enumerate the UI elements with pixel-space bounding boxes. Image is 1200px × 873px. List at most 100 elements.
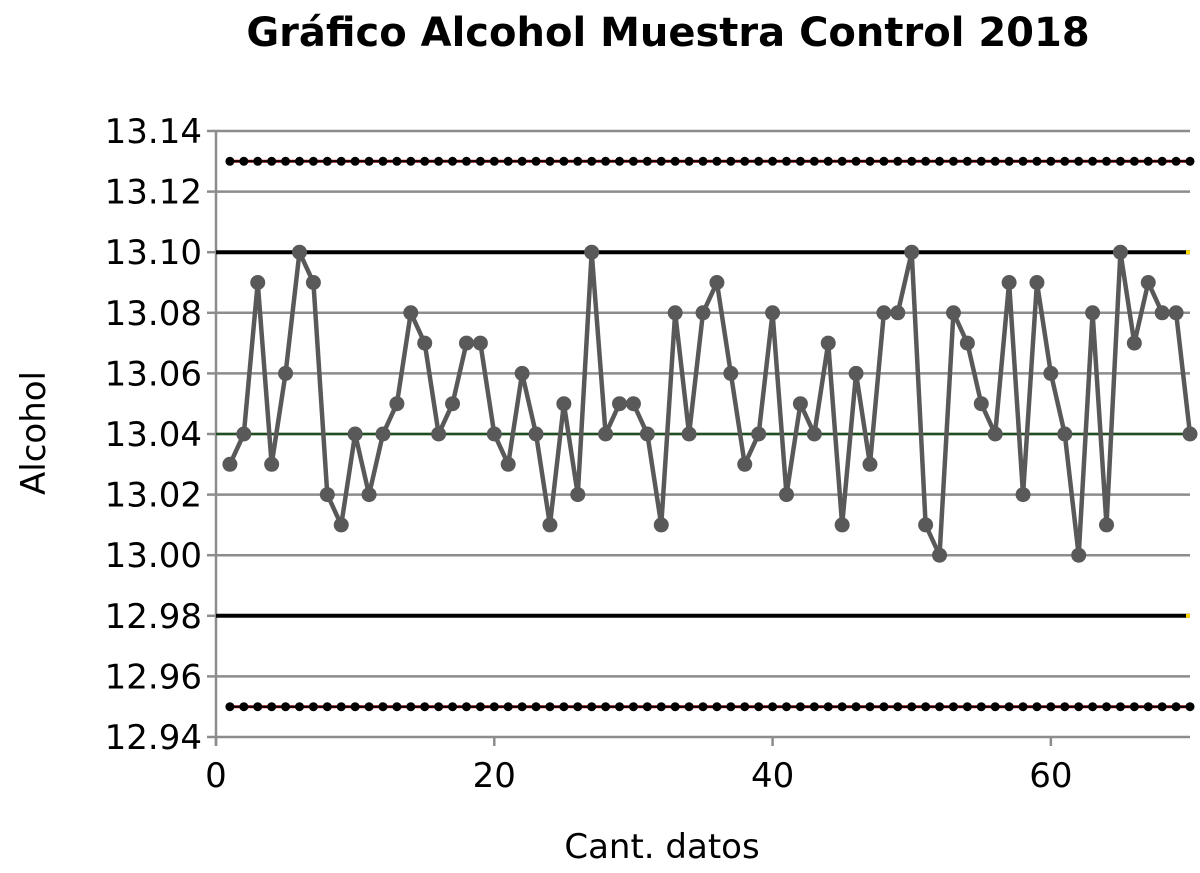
data-point (333, 517, 349, 533)
data-point (361, 487, 377, 503)
lower-limit-dotted-marker (1157, 702, 1167, 712)
upper-limit-dotted-marker (225, 156, 235, 166)
data-point (792, 396, 808, 412)
lower-limit-dotted-marker (656, 702, 666, 712)
upper-limit-dotted-marker (990, 156, 1000, 166)
data-point (612, 396, 628, 412)
data-point (431, 426, 447, 442)
data-point (458, 335, 474, 351)
lower-limit-dotted-marker (740, 702, 750, 712)
lower-limit-dotted-marker (781, 702, 791, 712)
data-point (264, 456, 280, 472)
y-tick-label: 13.00 (105, 536, 202, 576)
lower-limit-dotted-marker (406, 702, 416, 712)
data-point (445, 396, 461, 412)
data-point (500, 456, 516, 472)
tick-labels: 12.94 12.96 12.98 13.00 13.02 13.04 13.06 13.08… (105, 112, 1073, 796)
lower-limit-dotted-marker (281, 702, 291, 712)
data-point (417, 335, 433, 351)
upper-limit-dotted-marker (475, 156, 485, 166)
data-point (319, 487, 335, 503)
y-tick-label: 12.96 (105, 657, 202, 697)
y-tick-label: 13.10 (105, 233, 202, 273)
lower-limit-dotted-marker (378, 702, 388, 712)
lower-limit-dotted-marker (1004, 702, 1014, 712)
upper-limit-dotted-marker (907, 156, 917, 166)
lower-limit-dotted-marker (768, 702, 778, 712)
lower-limit-dotted-marker (726, 702, 736, 712)
lower-limit-dotted-marker (879, 702, 889, 712)
upper-limit-dotted-marker (935, 156, 945, 166)
lower-limit-dotted-marker (948, 702, 958, 712)
lower-limit-dotted-marker (420, 702, 430, 712)
lower-limit-dotted-marker (795, 702, 805, 712)
lower-limit-dotted-marker (531, 702, 541, 712)
data-point (959, 335, 975, 351)
data-point (973, 396, 989, 412)
data-point (1099, 517, 1115, 533)
upper-limit-dotted-marker (1171, 156, 1181, 166)
lower-limit-dotted-marker (670, 702, 680, 712)
data-point (1085, 305, 1101, 321)
data-point (222, 456, 238, 472)
data-point (639, 426, 655, 442)
data-point (403, 305, 419, 321)
lower-limit-dotted-marker (517, 702, 527, 712)
x-tick-label: 60 (1029, 756, 1072, 796)
y-tick-label: 12.94 (105, 718, 202, 758)
lower-limit-dotted-marker (1074, 702, 1084, 712)
gridlines (216, 129, 1190, 678)
upper-limit-dotted-marker (461, 156, 471, 166)
upper-limit-dotted-marker (1032, 156, 1042, 166)
upper-limit-dotted-marker (267, 156, 277, 166)
data-point (890, 305, 906, 321)
lower-limit-dotted-marker (823, 702, 833, 712)
data-point (1043, 365, 1059, 381)
lower-limit-dotted-marker (1088, 702, 1098, 712)
upper-limit-dotted-marker (1102, 156, 1112, 166)
upper-limit-dotted-marker (1185, 156, 1195, 166)
data-point (556, 396, 572, 412)
lower-limit-dotted-marker (475, 702, 485, 712)
data-point (932, 547, 948, 563)
upper-limit-dotted-marker (670, 156, 680, 166)
lower-limit-dotted-marker (851, 702, 861, 712)
lower-limit-dotted-marker (990, 702, 1000, 712)
y-tick-label: 13.12 (105, 173, 202, 213)
upper-limit-dotted-marker (712, 156, 722, 166)
lower-limit-dotted-marker (448, 702, 458, 712)
x-tick-label: 40 (751, 756, 794, 796)
x-axis-label: Cant. datos (564, 827, 759, 867)
lower-limit-dotted-marker (350, 702, 360, 712)
data-point (904, 244, 920, 260)
upper-limit-dotted-marker (1046, 156, 1056, 166)
upper-limit-dotted-marker (1004, 156, 1014, 166)
y-tick-label: 13.02 (105, 476, 202, 516)
data-point (584, 244, 600, 260)
upper-limit-dotted-marker (656, 156, 666, 166)
upper-limit-dotted-marker (406, 156, 416, 166)
data-point (598, 426, 614, 442)
lower-limit-dotted-marker (601, 702, 611, 712)
data-point (723, 365, 739, 381)
data-point (305, 275, 321, 290)
lower-limit-dotted-marker (503, 702, 513, 712)
lower-limit-dotted-marker (1171, 702, 1181, 712)
upper-limit-dotted-marker (865, 156, 875, 166)
upper-limit-dotted-marker (642, 156, 652, 166)
lower-limit-dotted-marker (1046, 702, 1056, 712)
upper-limit-dotted-marker (921, 156, 931, 166)
upper-limit-dotted-marker (684, 156, 694, 166)
data-point (291, 244, 307, 260)
data-point (570, 487, 586, 503)
data-point (681, 426, 697, 442)
data-point (1168, 305, 1184, 321)
data-point (848, 365, 864, 381)
upper-limit-dotted-marker (434, 156, 444, 166)
upper-limit-dotted-marker (1018, 156, 1028, 166)
data-point (472, 335, 488, 351)
data-point (1154, 305, 1170, 321)
upper-limit-dotted-marker (768, 156, 778, 166)
lower-limit-dotted-marker (698, 702, 708, 712)
upper-limit-accent (1186, 250, 1190, 255)
